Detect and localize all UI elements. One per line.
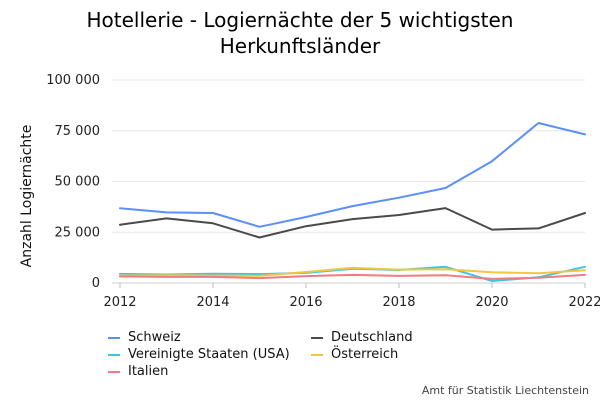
- x-tick-label: 2014: [196, 295, 229, 310]
- series-line-schweiz: [119, 122, 586, 228]
- x-tick-label: 2020: [475, 295, 508, 310]
- y-axis-title: Anzahl Logiernächte: [19, 125, 35, 268]
- chart-title: Hotellerie - Logiernächte der 5 wichtigs…: [0, 7, 600, 59]
- legend-item-deutschland[interactable]: Deutschland: [311, 330, 413, 345]
- legend-label-usa: Vereinigte Staaten (USA): [128, 347, 290, 362]
- legend-swatch-italien: [108, 370, 120, 373]
- series-line-oesterreich: [119, 266, 586, 277]
- legend-swatch-deutschland: [311, 336, 323, 339]
- chart-title-line-2: Herkunftsländer: [219, 34, 381, 58]
- series-line-italien: [119, 273, 586, 280]
- legend-label-schweiz: Schweiz: [128, 330, 181, 345]
- legend-swatch-schweiz: [108, 336, 120, 339]
- legend-label-deutschland: Deutschland: [331, 330, 413, 345]
- chart-title-line-1: Hotellerie - Logiernächte der 5 wichtigs…: [86, 8, 514, 32]
- source-credit: Amt für Statistik Liechtenstein: [421, 384, 589, 397]
- legend-item-italien[interactable]: Italien: [108, 364, 168, 379]
- series-line-deutschland: [119, 207, 586, 239]
- legend-swatch-usa: [108, 353, 120, 356]
- x-tick-label: 2016: [289, 295, 322, 310]
- y-tick-label: 0: [92, 276, 100, 291]
- y-tick-label: 50 000: [55, 175, 101, 190]
- legend-label-oesterreich: Österreich: [331, 347, 399, 362]
- x-tick-label: 2018: [382, 295, 415, 310]
- x-tick-label: 2022: [568, 295, 600, 310]
- y-tick-label: 25 000: [55, 225, 101, 240]
- legend-label-italien: Italien: [128, 364, 169, 379]
- y-tick-label: 100 000: [46, 73, 100, 88]
- legend-swatch-oesterreich: [311, 353, 323, 356]
- y-tick-label: 75 000: [55, 124, 101, 139]
- legend-item-schweiz[interactable]: Schweiz: [108, 330, 181, 345]
- legend-item-usa[interactable]: Vereinigte Staaten (USA): [108, 347, 290, 362]
- x-tick-label: 2012: [103, 295, 136, 310]
- legend-item-oesterreich[interactable]: Österreich: [311, 347, 398, 362]
